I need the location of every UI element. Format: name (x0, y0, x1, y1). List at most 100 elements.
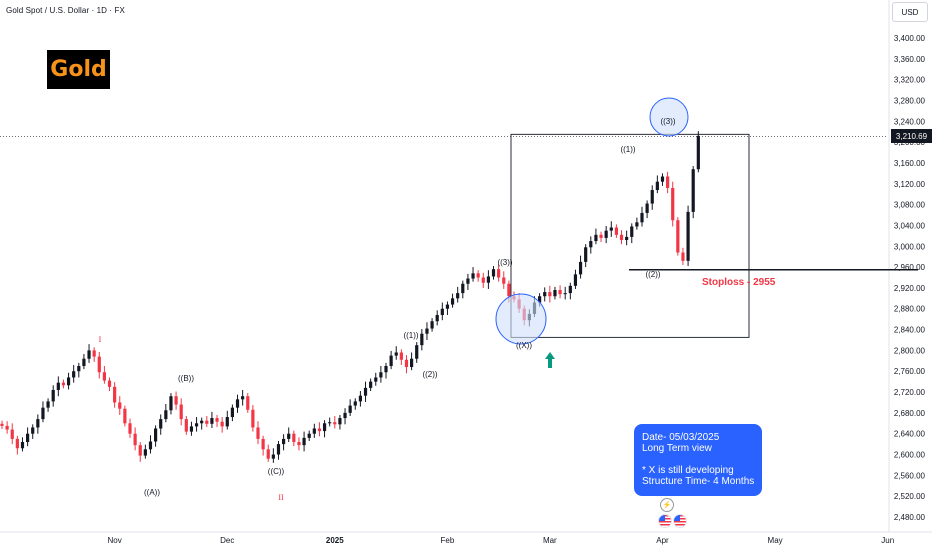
candle-body (584, 247, 588, 262)
y-tick-label: 2,960.00 (894, 263, 926, 272)
candle-body (619, 234, 624, 241)
candle-body (671, 187, 675, 221)
candle-body (261, 438, 265, 450)
candle-body (379, 372, 383, 378)
info-structure: Structure Time- 4 Months (642, 476, 755, 487)
candle-body (164, 410, 168, 420)
candle-body (640, 212, 644, 223)
y-tick-label: 2,720.00 (894, 388, 926, 397)
candle-body (322, 423, 327, 432)
info-view: Long Term view (642, 443, 712, 454)
gold-badge: Gold (47, 50, 110, 89)
candle-body (486, 276, 490, 283)
candle-body (614, 227, 618, 235)
candle-body (558, 289, 562, 295)
y-tick-label: 3,120.00 (894, 180, 926, 189)
candle-body (666, 176, 670, 188)
y-tick-label: 2,520.00 (894, 492, 926, 501)
candle-body (92, 350, 96, 357)
candle-body (26, 433, 30, 443)
wave-label: ((1)) (403, 331, 418, 340)
wave-label: ((A)) (144, 488, 160, 497)
candle-body (599, 234, 603, 238)
candle-body (271, 454, 275, 459)
x-tick-label: Jun (881, 536, 894, 545)
candle-body (604, 230, 608, 238)
candle-body (128, 423, 132, 434)
stoploss-label: Stoploss - 2955 (702, 277, 776, 288)
y-tick-label: 3,320.00 (894, 76, 926, 85)
candle-body (15, 438, 19, 449)
candle-body (302, 437, 306, 446)
candle-body (210, 418, 214, 424)
candle-body (676, 220, 680, 253)
wave-label: ((2)) (422, 370, 437, 379)
candle-body (307, 433, 311, 438)
candle-body (358, 395, 362, 402)
chart-header-title: Gold Spot / U.S. Dollar · 1D · FX (6, 6, 125, 15)
candle-body (507, 283, 511, 297)
wave-label: ((3)) (497, 258, 512, 267)
candle-body (609, 227, 613, 231)
candle-body (625, 236, 629, 241)
candle-body (133, 433, 137, 446)
candle-body (425, 328, 429, 334)
degree-marker: II (278, 493, 284, 502)
candle-body (143, 449, 147, 456)
candle-body (20, 442, 25, 449)
candle-body (200, 420, 204, 424)
candle-body (184, 419, 188, 432)
x-tick-label: Nov (108, 536, 122, 545)
candle-body (456, 293, 460, 299)
us-flag-icon[interactable] (673, 514, 687, 528)
candle-body (276, 444, 281, 455)
candle-body (399, 352, 403, 360)
highlight-circle-x (495, 293, 547, 345)
candle-body (578, 261, 583, 275)
candle-body (543, 292, 547, 297)
wave-label: ((3)) (660, 117, 675, 126)
y-tick-label: 2,560.00 (894, 471, 926, 480)
candle-body (56, 382, 60, 390)
candle-body (384, 366, 388, 373)
candle-body (113, 386, 117, 403)
y-tick-label: 3,080.00 (894, 201, 926, 210)
candle-body (660, 176, 665, 182)
wave-label: ((X)) (516, 341, 532, 350)
y-tick-label: 2,880.00 (894, 305, 926, 314)
candle-body (179, 404, 183, 420)
candle-body (681, 252, 685, 261)
structure-box (510, 133, 750, 338)
candle-body (31, 427, 35, 434)
candle-body (148, 441, 153, 450)
y-tick-label: 2,840.00 (894, 326, 926, 335)
y-tick-label: 3,000.00 (894, 242, 926, 251)
wave-label: ((2)) (645, 270, 660, 279)
y-tick-label: 2,680.00 (894, 409, 926, 418)
currency-button[interactable]: USD (892, 2, 928, 22)
y-tick-label: 3,240.00 (894, 117, 926, 126)
degree-marker: I (99, 335, 102, 344)
y-tick-label: 3,280.00 (894, 96, 926, 105)
candle-body (235, 399, 240, 408)
candle-body (189, 426, 194, 432)
lightning-icon[interactable]: ⚡ (660, 498, 674, 512)
candle-body (686, 211, 690, 261)
candle-body (230, 407, 234, 418)
candle-body (174, 396, 178, 405)
candle-body (10, 429, 14, 439)
candle-body (72, 371, 76, 378)
candle-body (538, 296, 542, 303)
us-flag-icon[interactable] (658, 514, 672, 528)
candle-body (461, 283, 465, 294)
wave-label: ((C)) (268, 467, 285, 476)
candle-body (328, 422, 332, 424)
candle-body (440, 308, 444, 315)
candle-body (497, 269, 501, 278)
candle-body (363, 387, 368, 396)
y-tick-label: 2,600.00 (894, 451, 926, 460)
y-tick-label: 2,920.00 (894, 284, 926, 293)
candle-body (476, 273, 480, 278)
